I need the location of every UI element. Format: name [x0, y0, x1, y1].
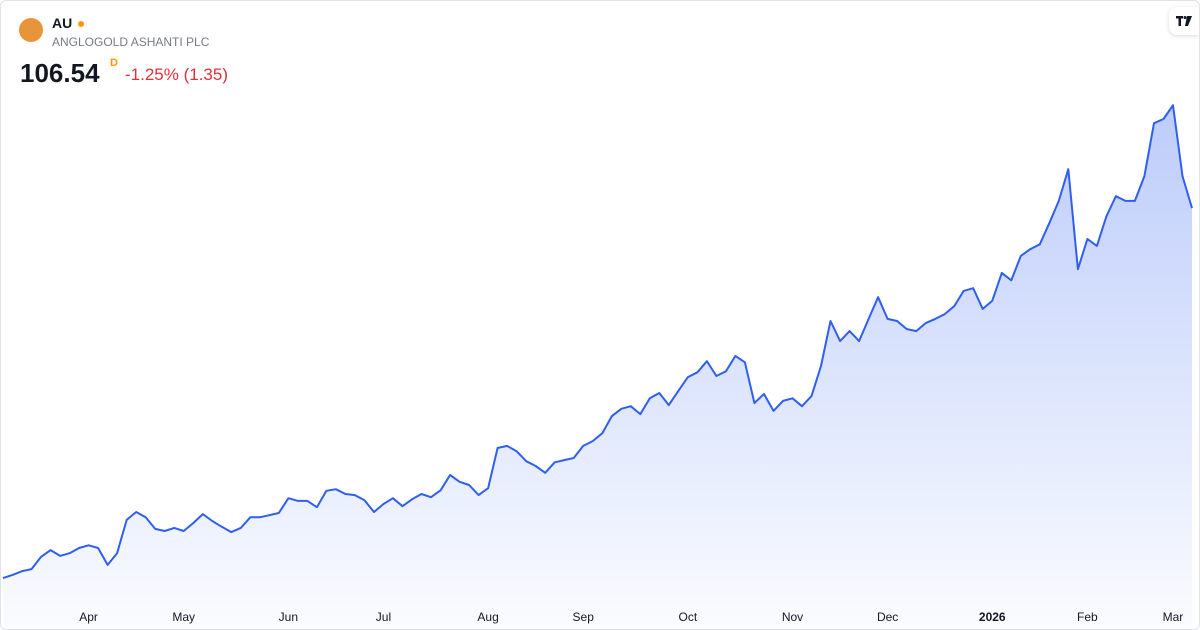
x-tick-label: Jul	[376, 610, 391, 624]
x-tick-label: Jun	[279, 610, 298, 624]
x-tick-label: Apr	[79, 610, 98, 624]
price-line	[2, 104, 1193, 580]
price-change: -1.25% (1.35)	[125, 65, 228, 84]
company-logo	[19, 18, 43, 42]
x-tick-label: Aug	[477, 610, 498, 624]
x-tick-label: Feb	[1077, 610, 1098, 624]
x-tick-label: 2026	[979, 610, 1006, 624]
x-tick-label: Sep	[573, 610, 595, 624]
symbol-text: AU	[52, 15, 73, 31]
brand-icon	[1176, 16, 1192, 26]
x-tick-label: Mar	[1163, 610, 1184, 624]
symbol: AU	[52, 15, 85, 31]
brand-logo[interactable]	[1169, 7, 1199, 35]
area-fill	[3, 105, 1192, 629]
x-tick-label: Oct	[679, 610, 698, 624]
x-tick-label: Dec	[877, 610, 898, 624]
last-price: 106.54	[20, 58, 100, 88]
x-tick-label: May	[172, 610, 195, 624]
x-tick-label: Nov	[782, 610, 803, 624]
company-name: ANGLOGOLD ASHANTI PLC	[52, 35, 210, 49]
market-status-dot	[78, 21, 85, 28]
price-flag: D	[110, 57, 118, 69]
